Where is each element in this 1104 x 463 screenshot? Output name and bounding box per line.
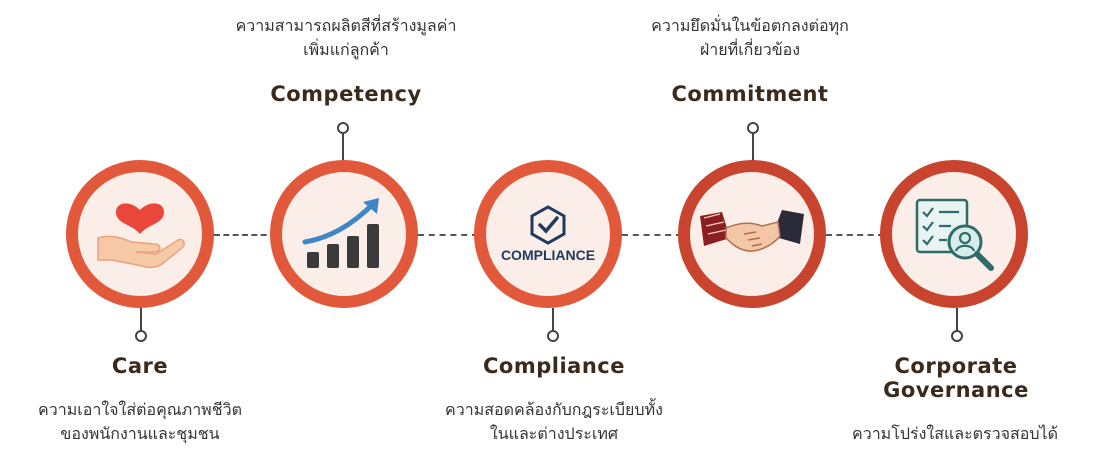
- competency-circle: [270, 160, 418, 308]
- commitment-title: Commitment: [671, 82, 829, 106]
- care-desc-line1: ความเอาใจใส่ต่อคุณภาพชีวิต: [38, 400, 242, 419]
- competency-stem: [342, 132, 344, 162]
- growth-chart-icon: [302, 198, 379, 268]
- connector-line: [418, 234, 478, 236]
- commitment-circle: [678, 160, 826, 308]
- competency-title: Competency: [270, 82, 422, 106]
- governance-stem: [956, 308, 958, 332]
- compliance-title: Compliance: [483, 354, 625, 378]
- compliance-circle: COMPLIANCE: [474, 160, 622, 308]
- compliance-desc-line2: ในและต่างประเทศ: [489, 424, 619, 443]
- connector-line: [214, 234, 276, 236]
- competency-desc-line1: ความสามารถผลิตสีที่สร้างมูลค่า: [235, 16, 457, 35]
- governance-dot: [951, 330, 963, 342]
- care-title: Care: [111, 354, 169, 378]
- compliance-stem: [552, 308, 554, 332]
- compliance-badge-icon: COMPLIANCE: [501, 205, 595, 263]
- competency-desc-line2: เพิ่มแก่ลูกค้า: [303, 40, 389, 59]
- compliance-icon-text: COMPLIANCE: [500, 247, 596, 263]
- governance-title-line1: Corporate: [894, 354, 1018, 378]
- governance-title-line2: Governance: [883, 378, 1029, 402]
- commitment-stem: [752, 132, 754, 162]
- handshake-icon: [700, 210, 804, 252]
- compliance-dot: [547, 330, 559, 342]
- governance-circle: [880, 160, 1028, 308]
- care-desc-line2: ของพนักงานและชุมชน: [60, 424, 220, 443]
- heart-hand-icon: [97, 203, 185, 269]
- connector-line: [826, 234, 884, 236]
- care-circle: [66, 160, 214, 308]
- compliance-desc-line1: ความสอดคล้องกับกฎระเบียบทั้ง: [445, 400, 663, 419]
- connector-line: [622, 234, 682, 236]
- commitment-desc-line1: ความยึดมั่นในข้อตกลงต่อทุก: [651, 16, 849, 35]
- care-stem: [140, 308, 142, 332]
- commitment-desc-line2: ฝ่ายที่เกี่ยวข้อง: [699, 40, 801, 59]
- audit-search-icon: [915, 198, 994, 271]
- care-dot: [135, 330, 147, 342]
- governance-desc-line1: ความโปร่งใสและตรวจสอบได้: [852, 424, 1058, 443]
